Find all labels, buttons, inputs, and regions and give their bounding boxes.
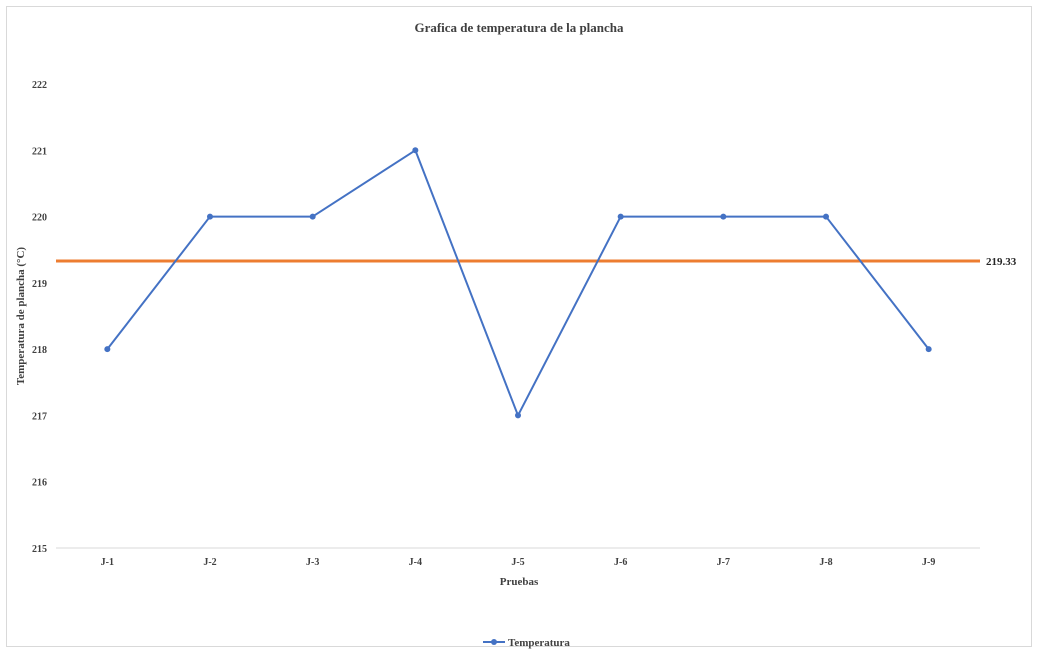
y-tick-label: 219 [32, 279, 47, 290]
x-tick-label: J-4 [409, 557, 422, 568]
y-axis-title: Temperatura de plancha (°C) [15, 247, 27, 385]
x-tick-label: J-2 [203, 557, 216, 568]
y-tick-label: 215 [32, 544, 47, 555]
y-tick-label: 222 [32, 80, 47, 91]
x-tick-label: J-5 [511, 557, 524, 568]
x-tick-label: J-7 [717, 557, 730, 568]
x-tick-label: J-3 [306, 557, 319, 568]
series-line [106, 149, 930, 417]
x-tick-label: J-8 [819, 557, 832, 568]
data-point [617, 213, 624, 220]
x-tick-label: J-9 [922, 557, 935, 568]
legend-label: Temperatura [508, 637, 570, 649]
data-point [412, 147, 419, 154]
data-point [925, 346, 932, 353]
chart-title: Grafica de temperatura de la plancha [414, 20, 624, 35]
y-tick-label: 220 [32, 213, 47, 224]
data-point [823, 213, 829, 220]
data-point [207, 213, 213, 220]
x-tick-label: J-6 [614, 557, 627, 568]
y-axis-ticks: 215 216 217 218 219 220 221 222 [32, 80, 47, 555]
data-point [104, 346, 111, 353]
x-tick-label: J-1 [101, 557, 114, 568]
data-point [720, 213, 727, 220]
y-tick-label: 221 [32, 146, 47, 157]
y-tick-label: 218 [32, 345, 47, 356]
y-tick-label: 216 [32, 478, 47, 489]
y-tick-label: 217 [32, 411, 47, 422]
x-axis-title: Pruebas [500, 576, 539, 588]
legend-marker-icon [491, 639, 497, 645]
chart-frame [6, 6, 1032, 647]
legend: Temperatura [483, 637, 570, 649]
x-axis-ticks: J-1 J-2 J-3 J-4 J-5 J-6 J-7 J-8 J-9 [101, 557, 936, 568]
data-point [515, 412, 521, 419]
series-temperatura [104, 147, 932, 419]
data-point [309, 213, 316, 220]
mean-reference-label: 219.33 [986, 256, 1017, 268]
